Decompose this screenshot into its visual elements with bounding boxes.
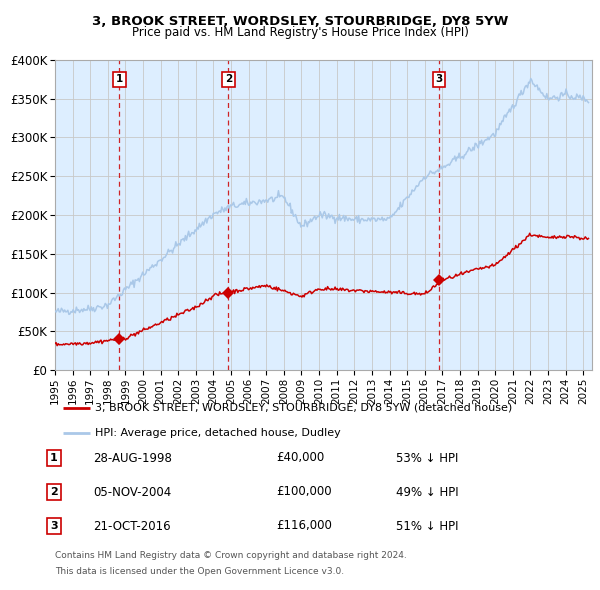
Text: 28-AUG-1998: 28-AUG-1998 bbox=[93, 451, 172, 464]
Text: 49% ↓ HPI: 49% ↓ HPI bbox=[396, 486, 458, 499]
Text: 3: 3 bbox=[50, 521, 58, 531]
Text: 21-OCT-2016: 21-OCT-2016 bbox=[93, 520, 170, 533]
Text: 53% ↓ HPI: 53% ↓ HPI bbox=[396, 451, 458, 464]
Text: HPI: Average price, detached house, Dudley: HPI: Average price, detached house, Dudl… bbox=[95, 428, 341, 438]
Text: This data is licensed under the Open Government Licence v3.0.: This data is licensed under the Open Gov… bbox=[55, 568, 344, 576]
Text: 2: 2 bbox=[50, 487, 58, 497]
Text: £40,000: £40,000 bbox=[276, 451, 324, 464]
Text: 1: 1 bbox=[50, 453, 58, 463]
Text: 3, BROOK STREET, WORDSLEY, STOURBRIDGE, DY8 5YW: 3, BROOK STREET, WORDSLEY, STOURBRIDGE, … bbox=[92, 15, 508, 28]
Text: 1: 1 bbox=[116, 74, 123, 84]
Text: 2: 2 bbox=[225, 74, 232, 84]
Text: 05-NOV-2004: 05-NOV-2004 bbox=[93, 486, 171, 499]
Text: 3, BROOK STREET, WORDSLEY, STOURBRIDGE, DY8 5YW (detached house): 3, BROOK STREET, WORDSLEY, STOURBRIDGE, … bbox=[95, 402, 512, 412]
Text: 3: 3 bbox=[435, 74, 442, 84]
Text: £100,000: £100,000 bbox=[276, 486, 332, 499]
Text: 51% ↓ HPI: 51% ↓ HPI bbox=[396, 520, 458, 533]
Text: £116,000: £116,000 bbox=[276, 520, 332, 533]
Text: Contains HM Land Registry data © Crown copyright and database right 2024.: Contains HM Land Registry data © Crown c… bbox=[55, 550, 407, 559]
Text: Price paid vs. HM Land Registry's House Price Index (HPI): Price paid vs. HM Land Registry's House … bbox=[131, 26, 469, 39]
